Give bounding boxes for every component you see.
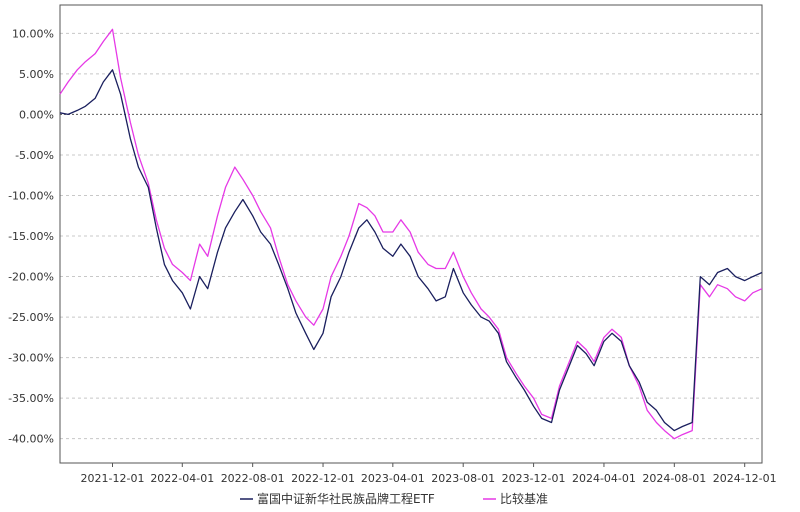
y-tick-label: -15.00% <box>8 230 54 243</box>
y-tick-label: 10.00% <box>12 27 54 40</box>
y-tick-label: -10.00% <box>8 189 54 202</box>
x-tick-label: 2023-04-01 <box>361 472 425 485</box>
y-axis-tick-labels: 10.00% 5.00% 0.00% -5.00% -10.00% -15.00% -20.… <box>8 27 54 445</box>
y-tick-label: -40.00% <box>8 433 54 446</box>
x-tick-label: 2022-08-01 <box>221 472 285 485</box>
x-tick-label: 2024-04-01 <box>572 472 636 485</box>
grid-lines <box>60 32 762 440</box>
y-tick-label: -5.00% <box>15 149 54 162</box>
y-tick-label: -35.00% <box>8 392 54 405</box>
legend-label-benchmark: 比较基准 <box>500 491 548 506</box>
series-line-fund <box>59 69 763 432</box>
x-tick-label: 2022-12-01 <box>291 472 355 485</box>
series-line-benchmark <box>59 28 763 440</box>
x-tick-label: 2024-12-01 <box>713 472 777 485</box>
x-tick-label: 2022-04-01 <box>150 472 214 485</box>
y-tick-label: -30.00% <box>8 352 54 365</box>
y-tick-label: 0.00% <box>19 108 54 121</box>
legend-label-fund: 富国中证新华社民族品牌工程ETF <box>257 491 435 506</box>
x-tick-label: 2023-08-01 <box>431 472 495 485</box>
series-lines <box>59 28 763 440</box>
x-tick-label: 2023-12-01 <box>502 472 566 485</box>
plot-area-border <box>59 4 763 464</box>
y-tick-label: -25.00% <box>8 311 54 324</box>
x-tick-label: 2021-12-01 <box>81 472 145 485</box>
legend: 富国中证新华社民族品牌工程ETF 比较基准 <box>240 491 548 506</box>
x-axis-tick-labels: 2021-12-01 2022-04-01 2022-08-01 2022-12-01… <box>81 463 777 485</box>
y-tick-label: -20.00% <box>8 271 54 284</box>
x-tick-label: 2024-08-01 <box>642 472 706 485</box>
y-tick-label: 5.00% <box>19 68 54 81</box>
